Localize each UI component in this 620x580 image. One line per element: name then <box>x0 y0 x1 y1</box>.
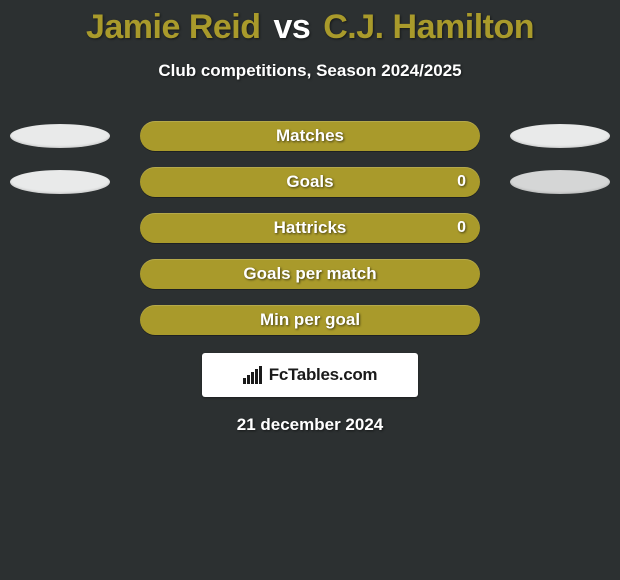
comparison-infographic: Jamie Reid vs C.J. Hamilton Club competi… <box>0 0 620 580</box>
page-title: Jamie Reid vs C.J. Hamilton <box>0 0 620 47</box>
player1-name: Jamie Reid <box>86 8 261 46</box>
logo: FcTables.com <box>243 365 378 385</box>
right-ellipse <box>510 124 610 148</box>
subtitle: Club competitions, Season 2024/2025 <box>0 61 620 81</box>
vs-text: vs <box>273 8 310 46</box>
stat-value-right: 0 <box>457 213 480 243</box>
stat-bar: Matches <box>140 121 480 151</box>
stat-label: Matches <box>140 121 480 151</box>
stat-row: Goals per match <box>0 259 620 289</box>
player2-name: C.J. Hamilton <box>323 8 534 46</box>
left-ellipse <box>10 124 110 148</box>
stat-row: Goals0 <box>0 167 620 197</box>
stat-bar: Hattricks0 <box>140 213 480 243</box>
stat-bar: Goals0 <box>140 167 480 197</box>
stat-label: Goals <box>140 167 480 197</box>
stat-label: Goals per match <box>140 259 480 289</box>
left-ellipse <box>10 170 110 194</box>
date-line: 21 december 2024 <box>0 415 620 435</box>
stat-row: Hattricks0 <box>0 213 620 243</box>
comparison-chart: MatchesGoals0Hattricks0Goals per matchMi… <box>0 121 620 335</box>
stat-row: Matches <box>0 121 620 151</box>
stat-value-right: 0 <box>457 167 480 197</box>
stat-bar: Min per goal <box>140 305 480 335</box>
logo-bars-icon <box>243 366 265 384</box>
stat-bar: Goals per match <box>140 259 480 289</box>
stat-row: Min per goal <box>0 305 620 335</box>
logo-text: FcTables.com <box>269 365 378 385</box>
stat-label: Hattricks <box>140 213 480 243</box>
logo-box: FcTables.com <box>202 353 418 397</box>
stat-label: Min per goal <box>140 305 480 335</box>
right-ellipse <box>510 170 610 194</box>
